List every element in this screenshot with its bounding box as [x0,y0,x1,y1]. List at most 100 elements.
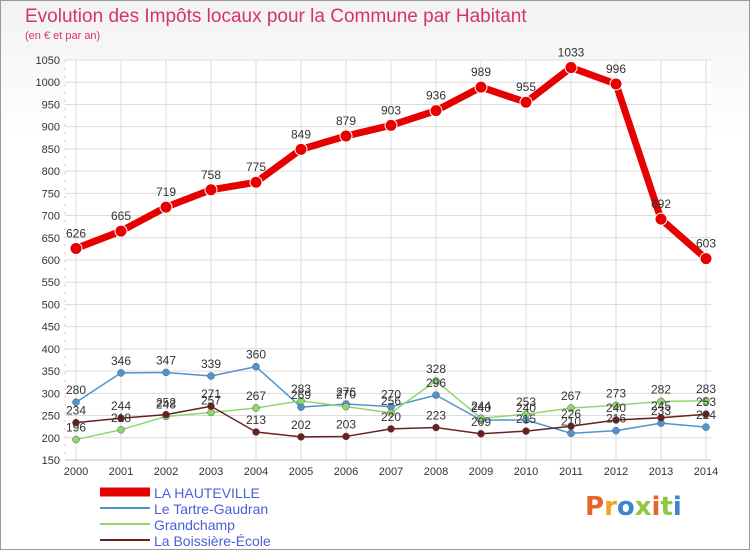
data-point [657,397,665,406]
axes: 150 200 250 300 350 400 450 500 550 600 650 700 750 8… [36,55,719,478]
data-point [702,423,710,431]
data-label: 936 [426,89,446,103]
data-label: 282 [651,382,671,396]
chart-subtitle: (en € et par an) [25,30,100,42]
data-label: 233 [651,404,671,418]
data-point [252,404,260,412]
data-point [297,397,305,405]
y-tick-label: 850 [42,144,60,156]
y-tick-label: 200 [42,433,60,445]
data-label: 253 [696,395,716,409]
data-label: 692 [651,197,671,211]
y-tick-label: 1050 [36,55,60,67]
data-point [384,118,398,132]
data-label: 248 [156,397,176,411]
data-point [564,61,578,75]
x-tick-label: 2012 [604,466,628,478]
data-point [387,409,395,417]
y-tick-label: 300 [42,388,60,400]
x-tick-label: 2008 [424,466,448,478]
brand-letter: P [585,492,604,522]
data-label: 775 [246,160,266,174]
data-label: 296 [426,376,446,390]
data-point [204,183,218,197]
y-tick-label: 750 [42,188,60,200]
data-point [612,401,620,410]
data-point [207,402,215,410]
data-label: 234 [66,404,86,418]
data-point [387,425,395,433]
y-tick-label: 900 [42,122,60,134]
y-tick-label: 950 [42,99,60,111]
data-point [612,416,620,424]
data-point [432,391,440,399]
data-label: 346 [111,354,131,368]
series-lines [69,61,713,444]
x-tick-label: 2002 [154,466,178,478]
data-label: 244 [471,399,491,413]
data-point [207,372,215,380]
chart-title: Evolution des Impôts locaux pour la Comm… [25,6,527,27]
data-point [207,408,215,417]
data-label: 226 [561,407,581,421]
y-tick-label: 1000 [36,77,60,89]
data-point [339,129,353,143]
data-point [432,377,440,385]
data-point [567,404,575,412]
data-label: 215 [516,412,536,426]
data-label: 210 [561,414,581,428]
data-point [702,410,710,418]
data-point [162,368,170,377]
data-point [474,80,488,94]
data-label: 218 [111,411,131,425]
brand-letter: x [635,492,652,522]
data-label: 758 [201,168,221,182]
data-point [522,427,530,435]
data-label: 220 [381,410,401,424]
data-point [432,423,440,432]
data-point [162,410,170,419]
x-tick-label: 2003 [199,466,223,478]
x-tick-label: 2006 [334,466,358,478]
data-point [252,362,260,371]
y-tick-label: 800 [42,166,60,178]
brand-letter: t [660,492,672,522]
data-label: 271 [201,387,221,401]
x-tick-label: 2001 [109,466,133,478]
data-label: 253 [516,395,536,409]
y-tick-label: 250 [42,411,60,423]
brand-letter: o [617,492,635,522]
data-point [429,104,443,118]
data-label: 240 [606,401,626,415]
data-label: 849 [291,127,311,141]
data-point [114,224,128,238]
data-label: 626 [66,226,86,240]
brand-letter: i [673,492,682,522]
data-point [72,398,80,406]
x-tick-label: 2011 [559,466,583,478]
data-label: 989 [471,65,491,79]
data-label: 196 [66,421,86,435]
data-label: 267 [561,389,581,403]
brand-letter: r [604,492,617,522]
proxiti-logo: Proxiti [585,492,682,522]
data-point [117,369,125,377]
data-point [117,426,125,434]
data-point [519,95,533,109]
data-label: 955 [516,80,536,94]
data-label: 267 [246,389,266,403]
brand-letter: i [652,492,661,522]
y-tick-label: 150 [42,455,60,467]
legend-entry: LA HAUTEVILLE [154,485,260,501]
data-label: 240 [516,401,536,415]
data-label: 216 [606,412,626,426]
data-label: 245 [651,399,671,413]
data-label: 213 [246,413,266,427]
data-label: 996 [606,62,626,76]
data-point [297,433,305,441]
data-point [657,414,665,422]
y-tick-label: 550 [42,277,60,289]
data-label: 252 [156,396,176,410]
x-tick-label: 2004 [244,466,268,478]
